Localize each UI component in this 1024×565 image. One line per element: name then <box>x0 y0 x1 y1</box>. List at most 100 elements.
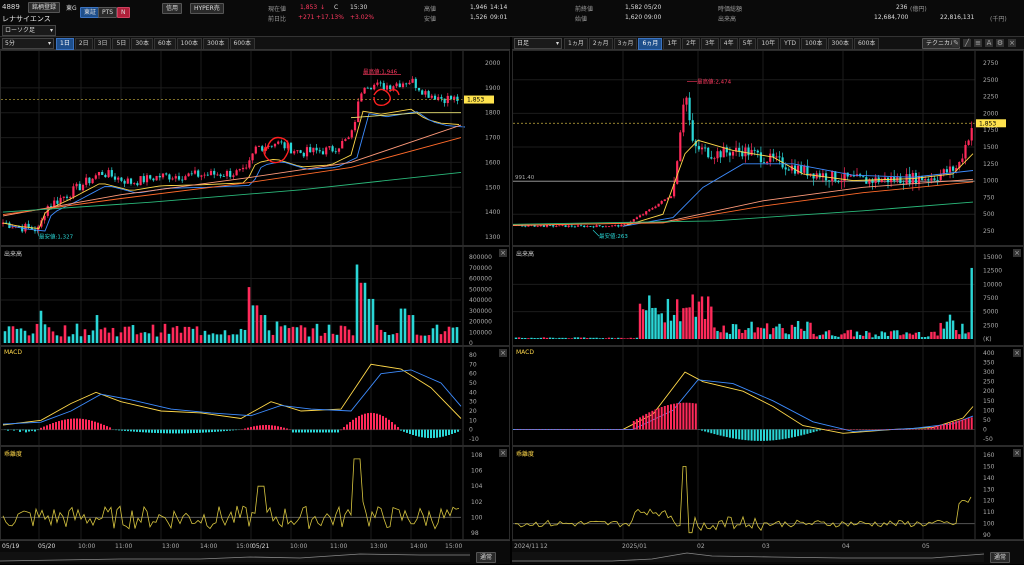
range-tab[interactable]: 1ヵ月 <box>564 38 588 50</box>
volume-bar <box>735 324 737 339</box>
text-icon[interactable]: A <box>985 39 993 47</box>
exchange-pts-button[interactable]: PTS <box>98 7 117 18</box>
volume-bar <box>372 299 375 343</box>
range-tab[interactable]: 300本 <box>828 38 853 50</box>
right-deviation-tick: 130 <box>983 486 995 493</box>
right-deviation-tick: 140 <box>983 475 995 482</box>
range-tab[interactable]: 6ヵ月 <box>638 38 662 50</box>
candle-body <box>152 179 154 181</box>
range-tab[interactable]: 3ヵ月 <box>614 38 638 50</box>
chart-type-select[interactable]: ローソク足▾ <box>2 25 56 36</box>
right-volume-tick: 15000 <box>983 254 1002 261</box>
macd-histogram-bar <box>325 430 327 433</box>
current-price: 1,853 <box>300 4 317 11</box>
volume-bar <box>48 327 51 343</box>
range-tab[interactable]: 3年 <box>701 38 719 50</box>
news-n-icon[interactable]: N <box>117 7 130 18</box>
range-tab[interactable]: 2日 <box>75 38 93 50</box>
range-tab[interactable]: 2年 <box>682 38 700 50</box>
range-tab[interactable]: 2ヵ月 <box>589 38 613 50</box>
left-interval-select[interactable]: 5分▾ <box>2 38 54 49</box>
close-icon[interactable]: × <box>1013 349 1021 357</box>
settings-icon[interactable]: ⚙ <box>996 39 1004 47</box>
volume-bar <box>586 338 588 339</box>
range-tab[interactable]: 300本 <box>203 38 228 50</box>
range-tab[interactable]: 4年 <box>720 38 738 50</box>
candle-body <box>571 226 573 227</box>
volume-bar <box>766 323 768 339</box>
range-tab[interactable]: 100本 <box>801 38 826 50</box>
candle-body <box>338 148 340 151</box>
range-tab[interactable]: 100本 <box>177 38 202 50</box>
candle-body <box>716 151 718 158</box>
macd-histogram-bar <box>439 430 441 438</box>
right-nav-select[interactable]: 通常 <box>990 552 1010 563</box>
candle-body <box>558 225 560 226</box>
macd-histogram-bar <box>442 430 444 437</box>
candle-body <box>670 196 672 198</box>
left-nav-select[interactable]: 通常 <box>476 552 496 563</box>
range-tab[interactable]: 3日 <box>94 38 112 50</box>
range-tab[interactable]: 30本 <box>131 38 153 50</box>
range-tab[interactable]: 600本 <box>854 38 879 50</box>
close-icon[interactable]: × <box>499 349 507 357</box>
low-time: 09:01 <box>490 14 507 21</box>
close-icon[interactable]: × <box>1013 249 1021 257</box>
volume-bar <box>348 330 351 343</box>
macd-histogram-bar <box>633 421 635 429</box>
range-tab[interactable]: YTD <box>780 38 800 50</box>
range-tab[interactable]: 60本 <box>154 38 176 50</box>
volume-bar <box>336 335 339 343</box>
candle-body <box>220 175 222 177</box>
pen-icon[interactable]: ✎ <box>952 39 960 47</box>
candle-body <box>552 225 554 226</box>
volume-bar <box>967 332 969 339</box>
candle-body <box>341 141 343 148</box>
candle-body <box>418 88 420 90</box>
close-icon[interactable]: × <box>1008 39 1016 47</box>
right-interval-select[interactable]: 日足▾ <box>514 38 562 49</box>
macd-histogram-bar <box>304 430 306 433</box>
range-tab[interactable]: 600本 <box>230 38 255 50</box>
hyper-sell-button[interactable]: HYPER売 <box>190 3 224 14</box>
volume-bar <box>92 330 95 343</box>
credit-button[interactable]: 信用 <box>162 3 182 14</box>
volume-bar <box>112 328 115 343</box>
macd-histogram-bar <box>682 403 684 430</box>
volume-bar <box>760 328 762 339</box>
close-icon[interactable]: × <box>499 449 507 457</box>
low-label: 安値 <box>424 14 436 23</box>
line-icon[interactable]: ╱ <box>963 39 971 47</box>
candle-body <box>648 209 650 211</box>
left-volume-tick: 0 <box>469 340 473 345</box>
close-icon[interactable]: × <box>499 249 507 257</box>
time-label: 11:00 <box>115 543 132 550</box>
candle-body <box>524 226 526 227</box>
range-tab[interactable]: 1年 <box>663 38 681 50</box>
range-tab[interactable]: 5日 <box>112 38 130 50</box>
range-tab[interactable]: 5年 <box>739 38 757 50</box>
macd-histogram-bar <box>732 429 734 438</box>
close-icon[interactable]: × <box>1013 449 1021 457</box>
volume-bar <box>868 333 870 339</box>
right-macd-title: MACD <box>516 349 534 356</box>
macd-histogram-bar <box>794 429 796 436</box>
volume-bar <box>416 335 419 343</box>
register-button[interactable]: 銘柄登録 <box>28 2 60 13</box>
ruler-icon[interactable]: ≡ <box>974 39 982 47</box>
volume-bar <box>630 338 632 339</box>
range-tab[interactable]: 10年 <box>757 38 779 50</box>
candle-body <box>380 83 382 84</box>
exchange-tse-button[interactable]: 東証 <box>80 7 100 18</box>
volume-bar <box>918 332 920 339</box>
right-deviation-tick: 150 <box>983 463 995 470</box>
volume-bar <box>356 265 359 343</box>
volume-bar <box>533 338 535 339</box>
macd-histogram-bar <box>757 429 759 440</box>
high-value: 1,946 <box>470 4 487 11</box>
volume-bar <box>400 309 403 343</box>
range-tab[interactable]: 1日 <box>56 38 74 50</box>
